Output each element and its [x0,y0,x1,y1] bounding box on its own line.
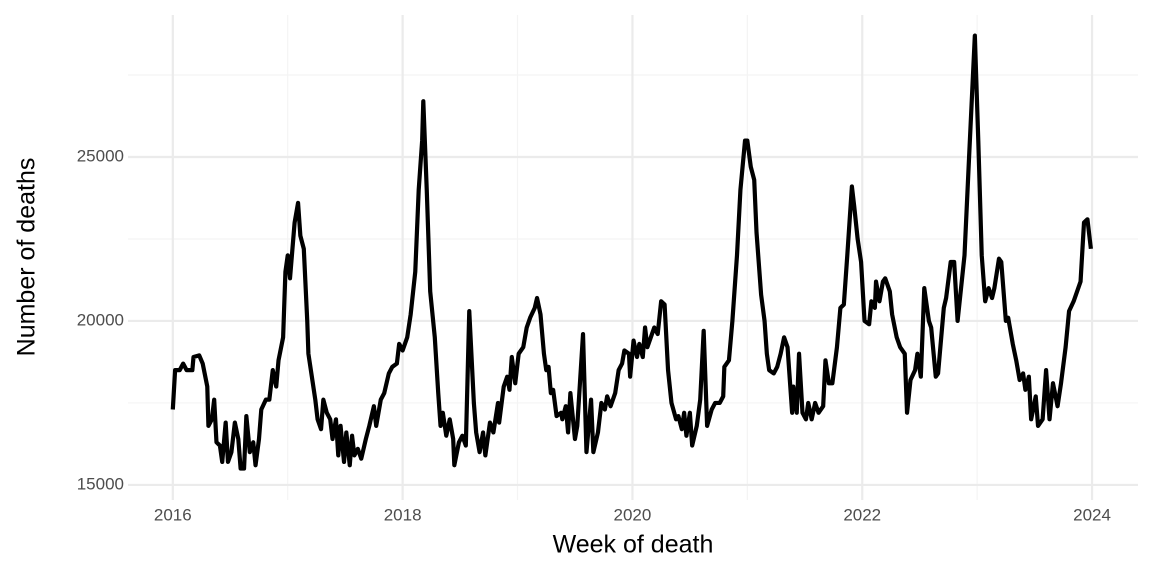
x-tick-label: 2020 [614,505,652,524]
grid [128,15,1138,500]
y-tick-label: 15000 [77,474,124,493]
x-tick-label: 2018 [384,505,422,524]
x-tick-label: 2016 [154,505,192,524]
x-tick-label: 2022 [843,505,881,524]
y-tick-label: 25000 [77,146,124,165]
marks [170,33,1093,471]
x-tick-label: 2024 [1073,505,1111,524]
y-axis-title: Number of deaths [13,158,41,357]
line [170,33,1093,471]
x-axis-title: Week of death [553,531,714,559]
y-tick-label: 20000 [77,310,124,329]
